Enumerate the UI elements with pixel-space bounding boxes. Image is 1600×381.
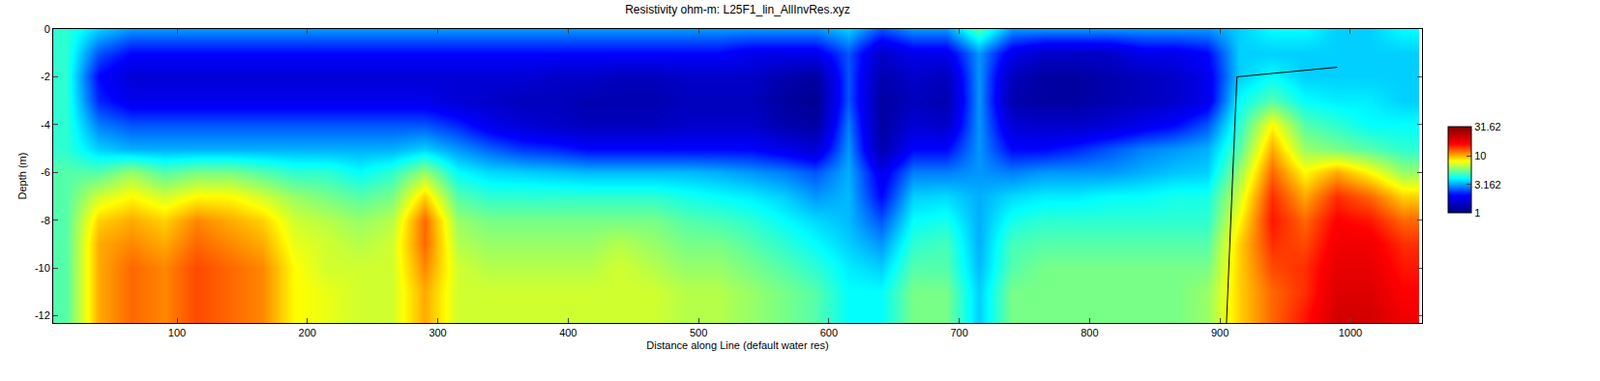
svg-text:1000: 1000 [1338, 326, 1363, 339]
svg-text:1: 1 [1474, 207, 1481, 219]
svg-text:200: 200 [298, 326, 317, 339]
svg-text:-12: -12 [34, 309, 51, 322]
svg-text:31.62: 31.62 [1474, 120, 1502, 133]
svg-text:Resistivity ohm-m: L25F1_lin_A: Resistivity ohm-m: L25F1_lin_AllInvRes.x… [624, 2, 851, 17]
svg-text:-6: -6 [40, 166, 51, 178]
svg-text:300: 300 [428, 326, 446, 339]
svg-text:Depth (m): Depth (m) [16, 152, 29, 201]
svg-text:600: 600 [820, 326, 838, 339]
svg-text:-8: -8 [40, 214, 51, 227]
svg-text:800: 800 [1080, 326, 1098, 339]
svg-text:10: 10 [1474, 149, 1486, 162]
svg-text:400: 400 [559, 326, 577, 339]
svg-text:-10: -10 [34, 262, 51, 274]
svg-text:900: 900 [1211, 326, 1229, 339]
svg-text:100: 100 [168, 326, 186, 339]
svg-text:700: 700 [949, 326, 968, 339]
svg-text:500: 500 [689, 326, 708, 339]
svg-text:Distance along Line (default w: Distance along Line (default water res) [646, 339, 829, 352]
svg-text:0: 0 [44, 23, 51, 35]
svg-text:-4: -4 [40, 118, 51, 131]
svg-text:-2: -2 [40, 70, 51, 83]
svg-text:3.162: 3.162 [1474, 178, 1502, 191]
